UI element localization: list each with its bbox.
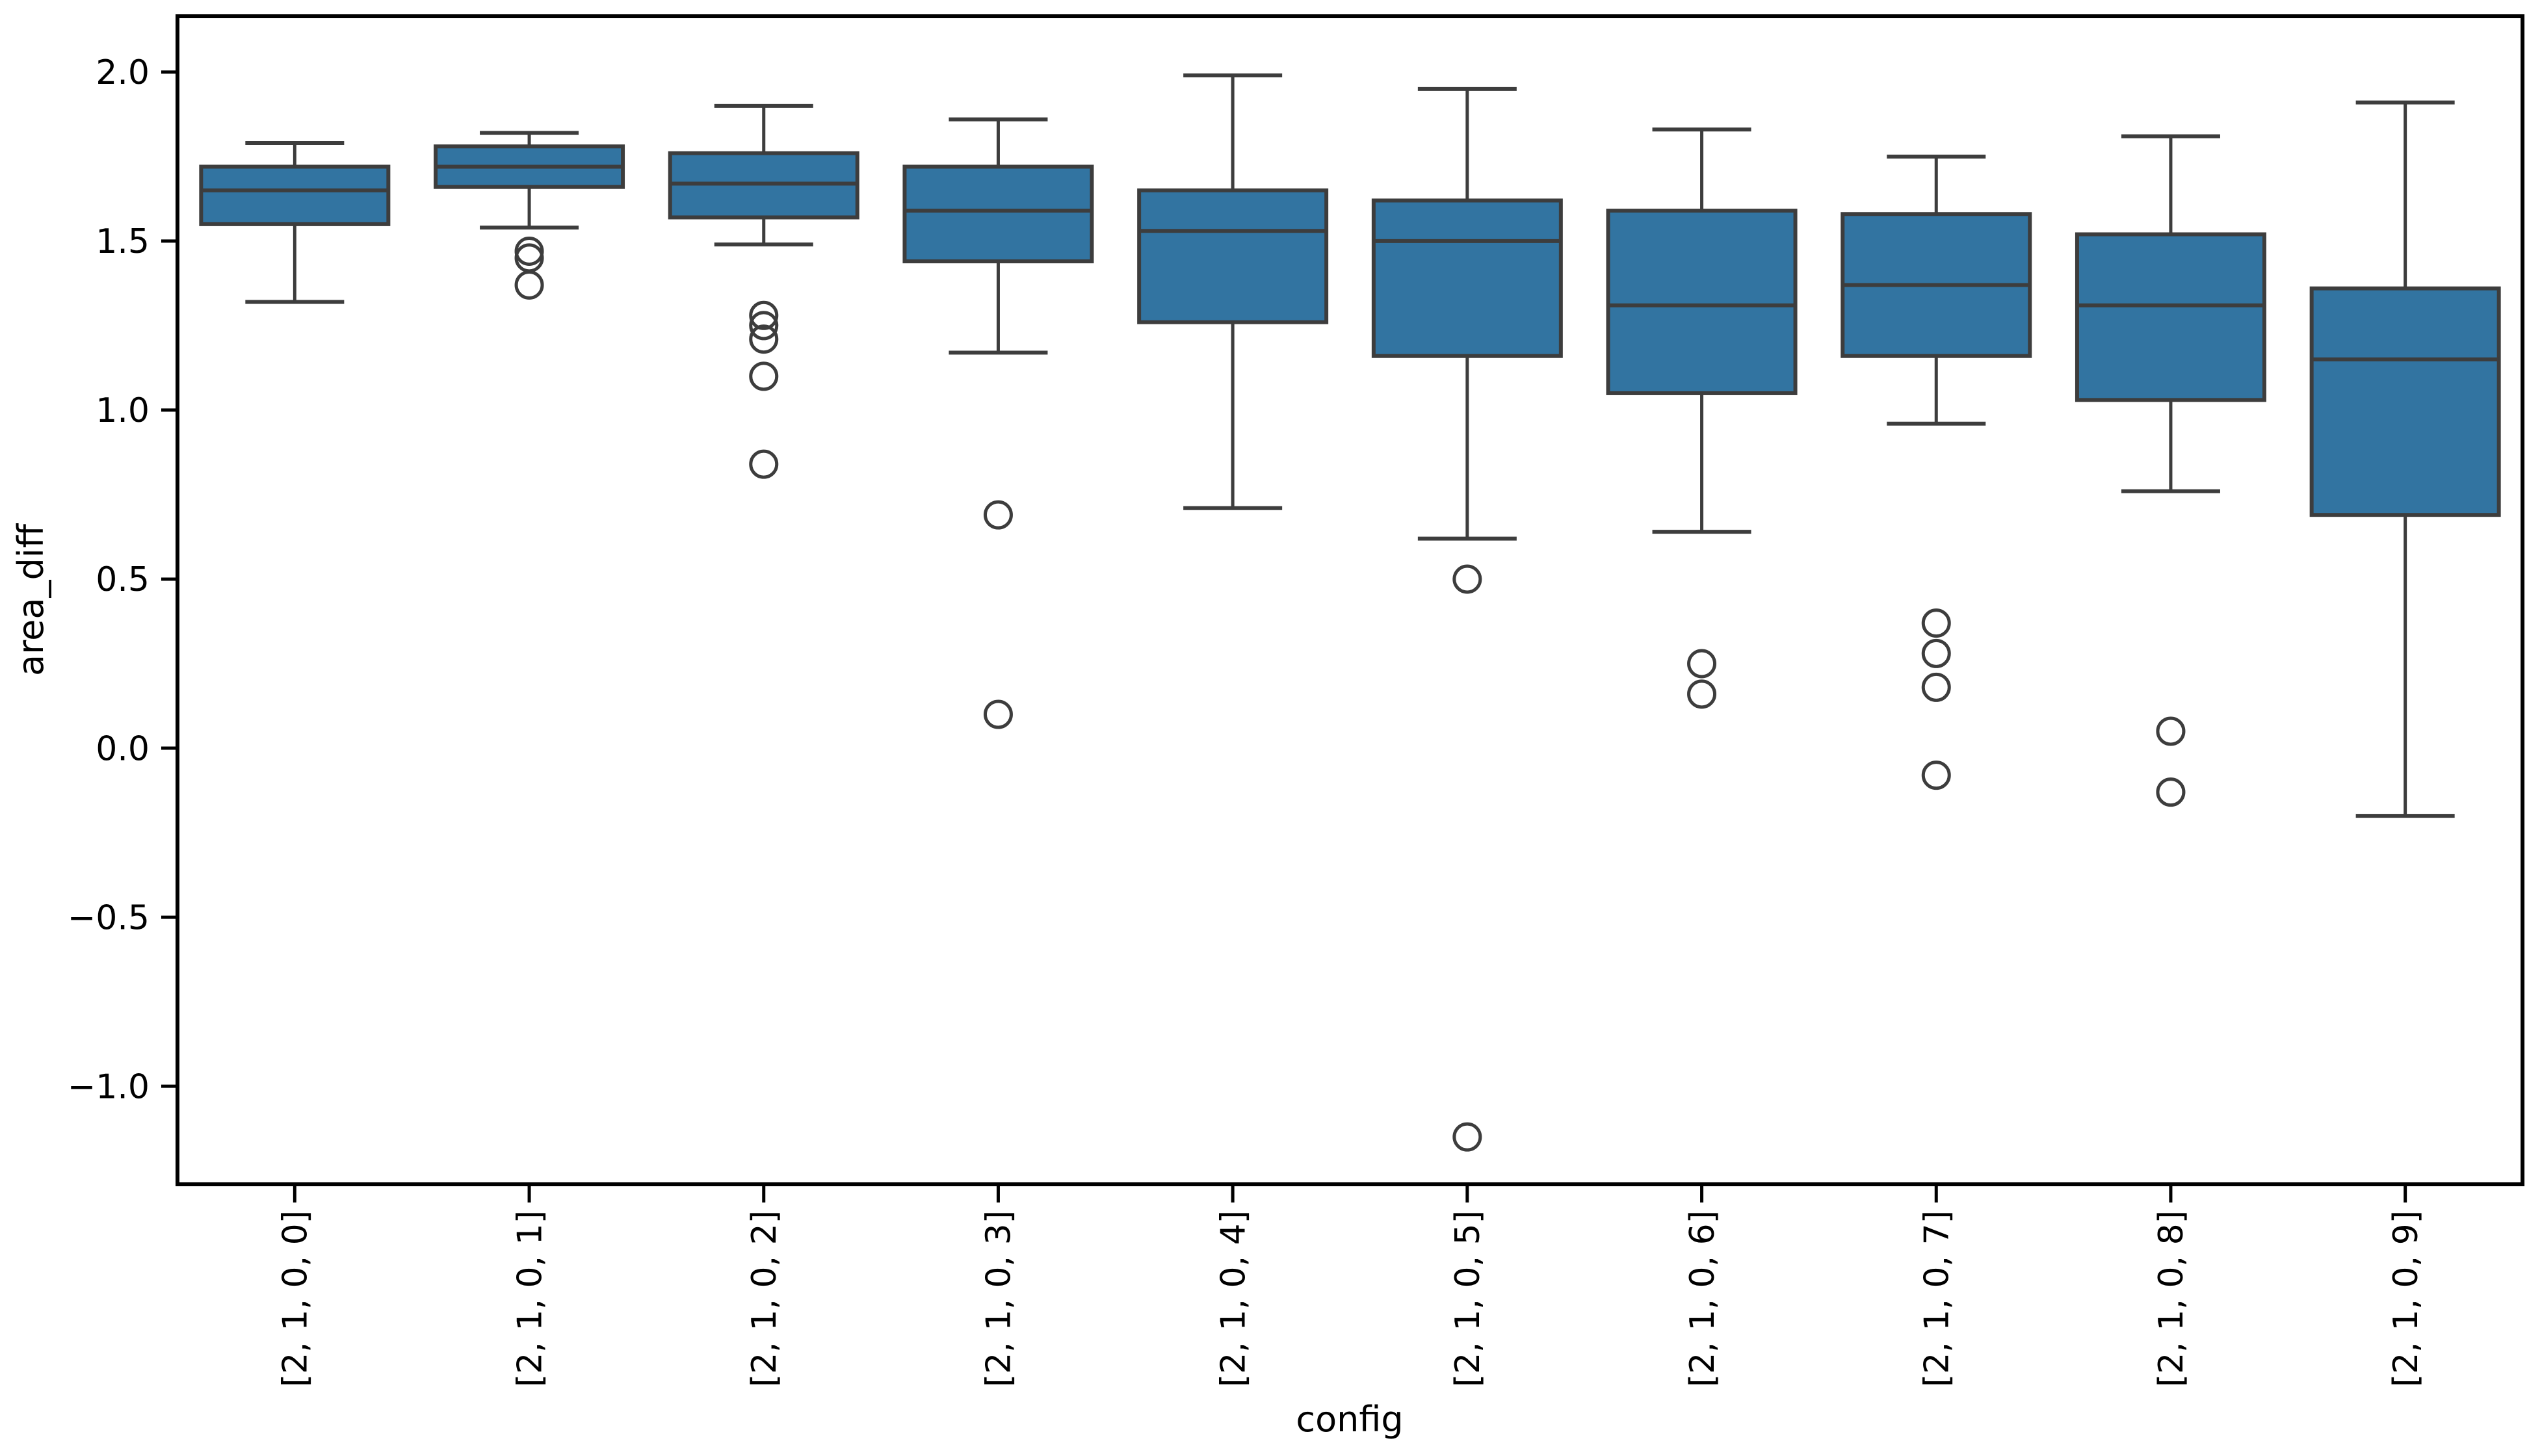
y-tick-label: 0.0 [96, 729, 150, 768]
y-axis: 2.0 1.5 1.0 0.5 0.0 −0.5 −1.0 [68, 53, 177, 1106]
box-group [434, 131, 625, 300]
iqr-box [2075, 232, 2266, 402]
outlier-point [749, 300, 779, 330]
outlier-point [1921, 760, 1951, 790]
box-group [2075, 134, 2266, 807]
x-axis: [2, 1, 0, 0] [2, 1, 0, 1] [2, 1, 0, 2] [2, … [276, 1184, 2426, 1387]
y-axis-title: area_diff [10, 523, 51, 676]
outlier-point [749, 311, 779, 341]
iqr-box [1137, 188, 1329, 324]
x-tick-label: [2, 1, 0, 9] [2387, 1210, 2426, 1387]
outlier-point [1452, 564, 1482, 594]
outlier-point [1921, 638, 1951, 668]
outlier-point [514, 270, 544, 300]
x-tick-label: [2, 1, 0, 5] [1448, 1210, 1487, 1387]
y-tick-label: 0.5 [96, 560, 150, 599]
outlier-point [1452, 1122, 1482, 1152]
box-group [1841, 154, 2032, 790]
x-tick-label: [2, 1, 0, 7] [1917, 1210, 1956, 1387]
outlier-point [749, 324, 779, 354]
outlier-point [2156, 777, 2186, 807]
outlier-point [1687, 649, 1717, 679]
box-group [199, 141, 391, 304]
iqr-box [902, 164, 1094, 264]
outlier-point [514, 236, 544, 266]
box-group [1137, 73, 1329, 510]
outlier-point [749, 361, 779, 391]
iqr-box [1606, 209, 1798, 395]
outlier-point [983, 500, 1013, 530]
box-group [2309, 100, 2501, 818]
box-group [668, 103, 859, 479]
outlier-point [1687, 679, 1717, 709]
iqr-box [199, 164, 391, 226]
x-axis-title: config [1296, 1399, 1403, 1440]
x-tick-label: [2, 1, 0, 2] [745, 1210, 784, 1387]
boxes-layer [199, 73, 2501, 1152]
y-tick-label: −0.5 [68, 898, 150, 937]
outlier-point [2156, 716, 2186, 746]
y-tick-label: 2.0 [96, 53, 150, 92]
outlier-point [983, 699, 1013, 729]
iqr-box [1371, 198, 1563, 358]
x-tick-label: [2, 1, 0, 3] [980, 1210, 1019, 1387]
x-tick-label: [2, 1, 0, 6] [1683, 1210, 1722, 1387]
x-tick-label: [2, 1, 0, 4] [1214, 1210, 1253, 1387]
y-tick-label: 1.0 [96, 391, 150, 430]
outlier-point [749, 449, 779, 479]
x-tick-label: [2, 1, 0, 0] [276, 1210, 315, 1387]
x-tick-label: [2, 1, 0, 8] [2152, 1210, 2191, 1387]
box-group [902, 117, 1094, 729]
y-tick-label: 1.5 [96, 222, 150, 261]
outlier-point [1921, 608, 1951, 638]
y-tick-label: −1.0 [68, 1067, 150, 1106]
box-group [1606, 127, 1798, 709]
outlier-point [1921, 672, 1951, 702]
x-tick-label: [2, 1, 0, 1] [510, 1210, 549, 1387]
box-group [1371, 86, 1563, 1152]
plot-border [176, 14, 2524, 1186]
iqr-box [2309, 286, 2501, 517]
